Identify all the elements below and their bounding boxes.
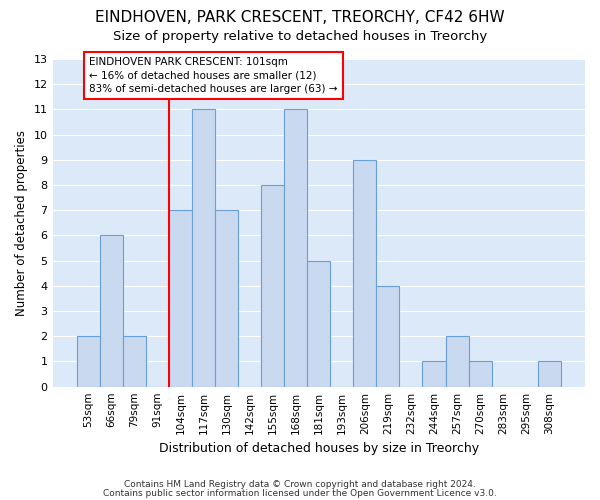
Bar	[353, 160, 376, 386]
Bar	[100, 236, 123, 386]
Bar	[538, 362, 561, 386]
Bar	[77, 336, 100, 386]
Bar	[307, 260, 330, 386]
Bar	[446, 336, 469, 386]
Bar	[261, 185, 284, 386]
Bar	[422, 362, 446, 386]
Bar	[469, 362, 491, 386]
X-axis label: Distribution of detached houses by size in Treorchy: Distribution of detached houses by size …	[159, 442, 479, 455]
Bar	[123, 336, 146, 386]
Bar	[376, 286, 400, 386]
Bar	[284, 110, 307, 386]
Text: Contains HM Land Registry data © Crown copyright and database right 2024.: Contains HM Land Registry data © Crown c…	[124, 480, 476, 489]
Y-axis label: Number of detached properties: Number of detached properties	[15, 130, 28, 316]
Bar	[169, 210, 192, 386]
Text: EINDHOVEN, PARK CRESCENT, TREORCHY, CF42 6HW: EINDHOVEN, PARK CRESCENT, TREORCHY, CF42…	[95, 10, 505, 25]
Bar	[192, 110, 215, 386]
Text: Size of property relative to detached houses in Treorchy: Size of property relative to detached ho…	[113, 30, 487, 43]
Text: Contains public sector information licensed under the Open Government Licence v3: Contains public sector information licen…	[103, 488, 497, 498]
Bar	[215, 210, 238, 386]
Text: EINDHOVEN PARK CRESCENT: 101sqm
← 16% of detached houses are smaller (12)
83% of: EINDHOVEN PARK CRESCENT: 101sqm ← 16% of…	[89, 57, 338, 94]
